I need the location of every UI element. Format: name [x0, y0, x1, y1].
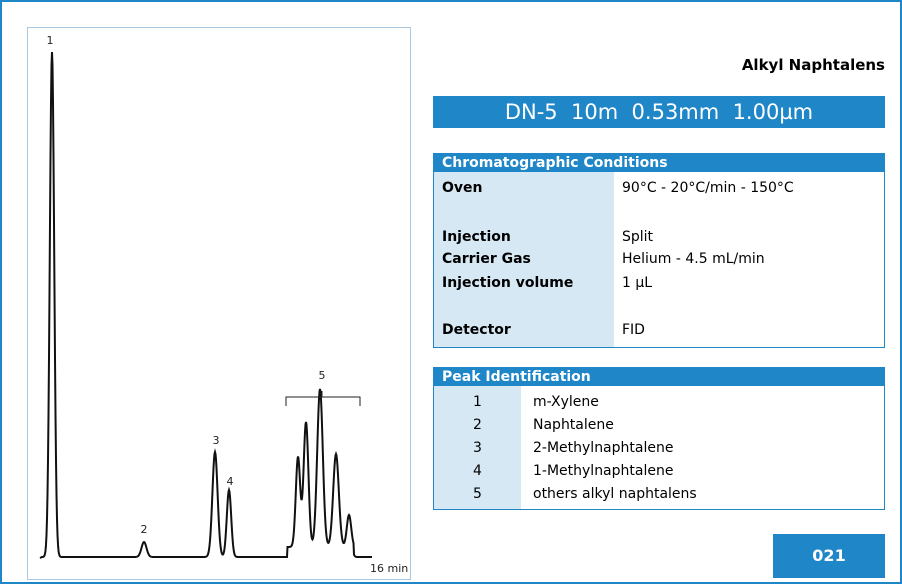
- table-row: 3 2-Methylnaphtalene: [434, 440, 673, 456]
- peak-number: 3: [473, 440, 482, 456]
- peak-label: 5: [319, 369, 326, 382]
- table-row: Oven 90°C - 20°C/min - 150°C: [434, 180, 794, 196]
- peak-number: 4: [473, 463, 482, 479]
- code-badge: 021: [773, 534, 885, 578]
- title: Alkyl Naphtalens: [741, 56, 885, 74]
- table-row: 2 Naphtalene: [434, 417, 614, 433]
- key-column-bg: [434, 386, 521, 509]
- peak-number: 5: [473, 486, 482, 502]
- chromatogram-trace: [39, 51, 372, 559]
- axis-label: 16 min: [370, 562, 408, 575]
- conditions-table: Chromatographic Conditions Oven 90°C - 20…: [433, 153, 885, 348]
- peak-name: 1-Methylnaphtalene: [533, 463, 674, 479]
- row-value: FID: [622, 322, 645, 338]
- chromatogram: 1 2 3 4 5 16 min: [39, 34, 408, 575]
- column-banner: DN-5 10m 0.53mm 1.00µm: [433, 96, 885, 128]
- peak-number: 2: [473, 417, 482, 433]
- key-column-bg: [434, 172, 614, 347]
- peak-name: 2-Methylnaphtalene: [533, 440, 674, 456]
- table-row: Carrier Gas Helium - 4.5 mL/min: [434, 251, 765, 267]
- table-row: 1 m-Xylene: [434, 394, 599, 410]
- peaks-table: Peak Identification 1 m-Xylene 2 Naphtalene…: [433, 367, 885, 510]
- peak-name: others alkyl naphtalens: [533, 486, 697, 502]
- peak-label: 2: [141, 523, 148, 536]
- row-key: Injection volume: [442, 275, 574, 291]
- row-key: Carrier Gas: [442, 251, 531, 267]
- peak-label: 1: [47, 34, 54, 47]
- table-body: Oven 90°C - 20°C/min - 150°C Injection Spli…: [434, 172, 884, 347]
- row-value: 1 µL: [622, 275, 653, 291]
- table-row: Injection volume 1 µL: [434, 275, 652, 291]
- peak-number: 1: [473, 394, 482, 410]
- table-heading: Chromatographic Conditions: [434, 154, 884, 172]
- row-value: Split: [622, 229, 654, 245]
- row-value: 90°C - 20°C/min - 150°C: [622, 180, 794, 196]
- table-row: 5 others alkyl naphtalens: [434, 486, 697, 502]
- chromatogram-frame: [27, 27, 411, 580]
- table-row: 4 1-Methylnaphtalene: [434, 463, 673, 479]
- row-value: Helium - 4.5 mL/min: [622, 251, 765, 267]
- table-body: 1 m-Xylene 2 Naphtalene 3 2-Methylnaphtalene 4…: [434, 386, 884, 509]
- table-row: Detector FID: [434, 322, 645, 338]
- row-key: Oven: [442, 180, 483, 196]
- row-key: Detector: [442, 322, 511, 338]
- peak-name: Naphtalene: [533, 417, 614, 433]
- table-heading: Peak Identification: [434, 368, 884, 386]
- table-row: Injection Split: [434, 229, 653, 245]
- peak-group-bracket: [285, 391, 361, 406]
- peak-label: 4: [227, 475, 234, 488]
- row-key: Injection: [442, 229, 511, 245]
- peak-label: 3: [213, 434, 220, 447]
- peak-name: m-Xylene: [533, 394, 599, 410]
